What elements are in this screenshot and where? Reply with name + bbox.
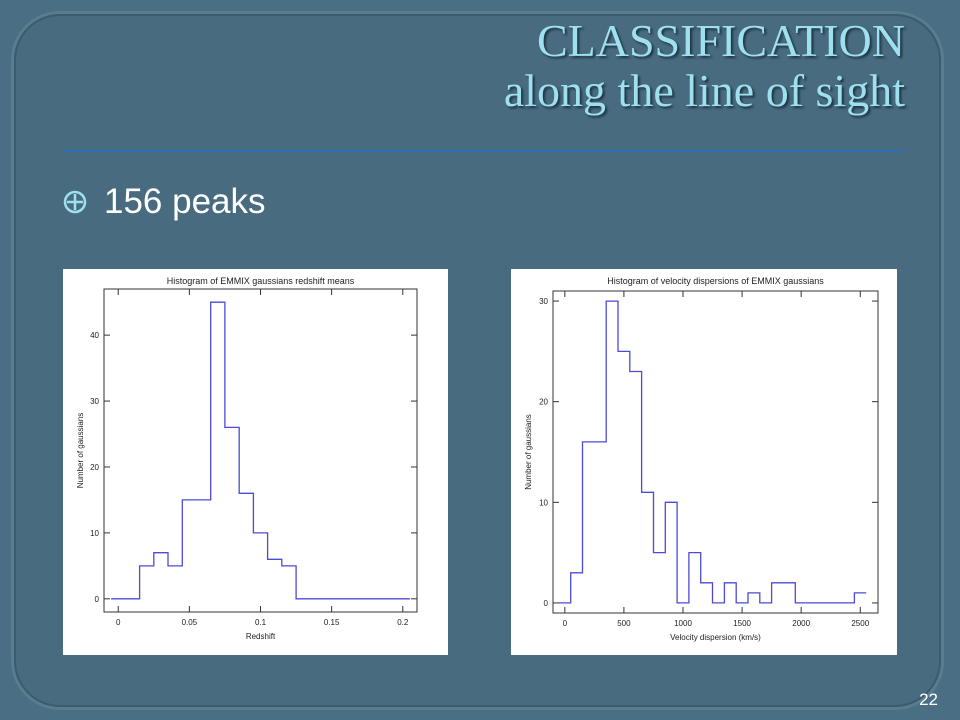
chart-title: Histogram of velocity dispersions of EMM…	[607, 276, 824, 286]
y-tick-label: 0	[95, 595, 100, 604]
x-tick-label: 0.1	[255, 618, 267, 627]
y-tick-label: 30	[90, 397, 99, 406]
x-tick-label: 0.15	[324, 618, 340, 627]
target-bullet-icon	[63, 190, 87, 214]
bullet-item: 156 peaks	[60, 182, 266, 222]
y-tick-label: 20	[539, 398, 548, 407]
y-tick-label: 30	[539, 297, 548, 306]
plot-frame	[103, 288, 418, 613]
title-line-1: CLASSIFICATION	[536, 15, 905, 66]
y-tick-label: 10	[90, 529, 99, 538]
x-tick-label: 2500	[851, 619, 869, 628]
slide-number: 22	[919, 690, 938, 709]
x-tick-label: 1000	[674, 619, 692, 628]
x-tick-label: 1500	[733, 619, 751, 628]
slide-title: CLASSIFICATION along the line of sight	[300, 16, 905, 116]
histogram-series	[558, 300, 867, 604]
x-tick-label: 500	[617, 619, 631, 628]
velocity-dispersion-histogram-svg: Histogram of velocity dispersions of EMM…	[524, 276, 879, 642]
x-tick-label: 0.05	[182, 618, 198, 627]
y-tick-label: 10	[539, 498, 548, 507]
x-tick-label: 2000	[792, 619, 810, 628]
redshift-histogram: Histogram of EMMIX gaussians redshift me…	[63, 269, 448, 655]
histogram-series	[111, 301, 410, 600]
plot-frame	[552, 290, 879, 614]
title-line-2: along the line of sight	[503, 65, 905, 116]
chart-title: Histogram of EMMIX gaussians redshift me…	[167, 276, 355, 286]
y-tick-label: 40	[90, 331, 99, 340]
y-tick-label: 0	[544, 599, 549, 608]
bullet-text: 156 peaks	[104, 182, 266, 221]
x-tick-label: 0.2	[397, 618, 409, 627]
y-axis-label: Number of gaussians	[524, 414, 533, 490]
title-divider	[63, 150, 903, 152]
redshift-histogram-svg: Histogram of EMMIX gaussians redshift me…	[76, 276, 418, 641]
y-tick-label: 20	[90, 463, 99, 472]
x-tick-label: 0	[116, 618, 121, 627]
x-axis-label: Velocity dispersion (km/s)	[670, 633, 761, 642]
x-axis-label: Redshift	[246, 632, 276, 641]
x-tick-label: 0	[563, 619, 568, 628]
velocity-dispersion-histogram: Histogram of velocity dispersions of EMM…	[511, 269, 897, 655]
y-axis-label: Number of gaussians	[76, 413, 85, 489]
